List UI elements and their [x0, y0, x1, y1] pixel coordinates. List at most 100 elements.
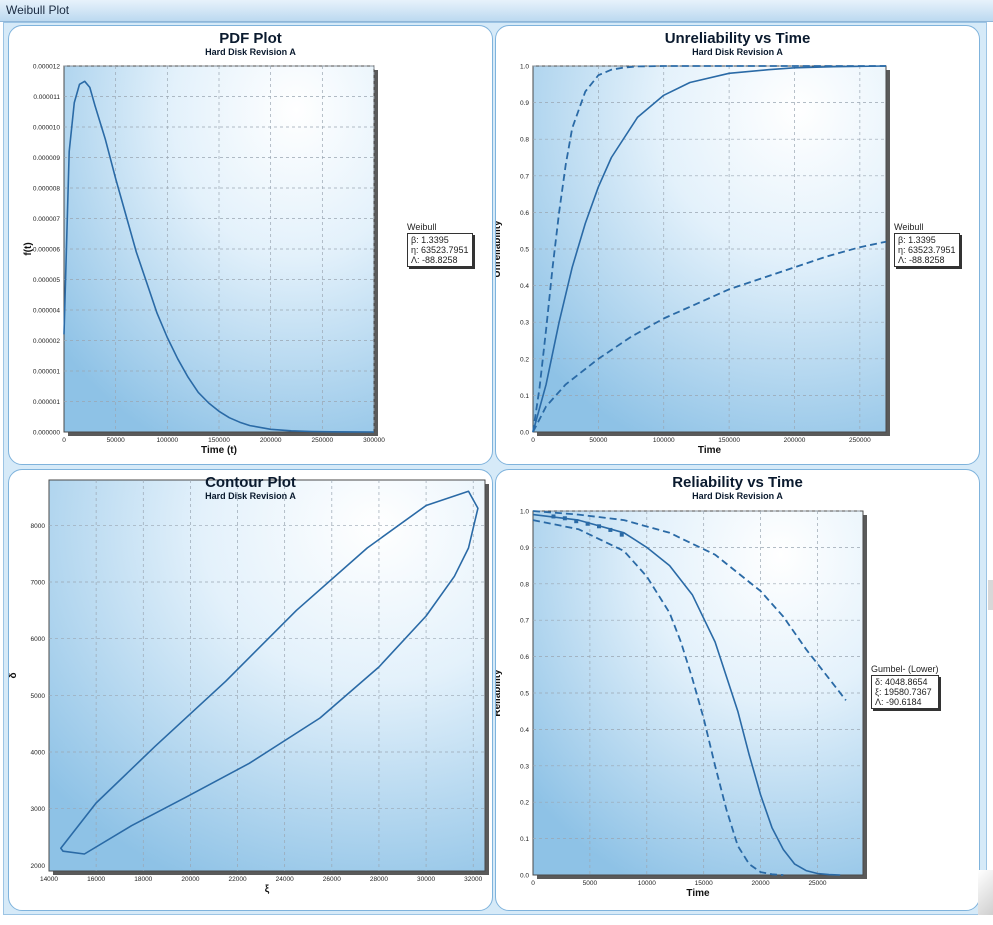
- pdf-y-tick-label: 0.000008: [33, 186, 60, 193]
- contour-x-tick-label: 30000: [417, 876, 435, 883]
- pdf-plot-panel[interactable]: 0 50000 100000 150000 200000 250000 300000 0.00…: [8, 25, 493, 465]
- pdf-y-tick-label: 0.000005: [33, 277, 60, 284]
- reliability-x-tick-label: 0: [531, 880, 535, 887]
- pdf-y-axis-label: f(t): [23, 242, 34, 255]
- pdf-legend-beta: β: 1.3395: [411, 235, 449, 245]
- reliability-x-tick-label: 5000: [583, 880, 598, 887]
- pdf-y-tick-label: 0.000001: [33, 399, 60, 406]
- reliability-plot-subtitle: Hard Disk Revision A: [692, 491, 783, 501]
- contour-y-tick-label: 2000: [31, 863, 46, 870]
- unreliability-legend-header: Weibull: [894, 222, 924, 232]
- reliability-x-tick-label: 25000: [808, 880, 826, 887]
- reliability-legend[interactable]: Gumbel- (Lower) δ: 4048.8654 ξ: 19580.73…: [871, 664, 939, 709]
- reliability-y-tick-label: 0.3: [520, 763, 529, 770]
- pdf-series-0-line: [63, 80, 375, 433]
- pdf-legend-box: β: 1.3395 η: 63523.7951 Λ: -88.8258: [407, 233, 473, 267]
- unreliability-x-axis-label: Time: [698, 445, 722, 456]
- pdf-y-tick-label: 0.000004: [33, 308, 60, 315]
- pdf-x-axis-label: Time (t): [201, 445, 237, 456]
- pdf-plot-chart[interactable]: 0 50000 100000 150000 200000 250000 300000 0.00…: [9, 26, 491, 463]
- unreliability-y-tick-label: 0.2: [520, 356, 529, 363]
- reliability-data-point: [574, 519, 579, 524]
- unreliability-series-1-line: [532, 65, 886, 433]
- reliability-y-tick-label: 0.5: [520, 691, 529, 698]
- reliability-legend-delta: δ: 4048.8654: [875, 677, 928, 687]
- window-title: Weibull Plot: [6, 3, 70, 17]
- pdf-x-tick-label: 300000: [363, 437, 385, 444]
- contour-y-tick-label: 7000: [31, 580, 46, 587]
- pdf-y-tick-label: 0.000012: [33, 64, 60, 71]
- window-title-bar: Weibull Plot: [0, 0, 993, 22]
- contour-y-tick-label: 3000: [31, 806, 46, 813]
- reliability-data-point: [608, 527, 613, 532]
- reliability-data-point: [597, 524, 601, 529]
- pdf-x-tick-label: 150000: [208, 437, 230, 444]
- reliability-y-tick-label: 0.7: [520, 618, 529, 625]
- pdf-plot-subtitle: Hard Disk Revision A: [205, 47, 296, 57]
- unreliability-y-tick-label: 0.3: [520, 320, 529, 327]
- reliability-y-tick-label: 0.8: [520, 581, 529, 588]
- pdf-x-tick-label: 200000: [260, 437, 282, 444]
- contour-x-tick-label: 14000: [40, 876, 58, 883]
- reliability-y-tick-label: 0.1: [520, 836, 529, 843]
- contour-y-axis-label: δ: [9, 672, 19, 678]
- unreliability-legend-box: β: 1.3395 η: 63523.7951 Λ: -88.8258: [894, 233, 960, 267]
- unreliability-y-tick-label: 1.0: [520, 64, 529, 71]
- reliability-y-tick-label: 0.2: [520, 800, 529, 807]
- reliability-y-tick-label: 0.4: [520, 727, 529, 734]
- pdf-y-tick-label: 0.000011: [33, 94, 60, 101]
- unreliability-y-tick-label: 0.0: [520, 430, 529, 437]
- pdf-plot-title: PDF Plot: [219, 30, 282, 47]
- unreliability-x-tick-label: 150000: [718, 437, 740, 444]
- unreliability-plot-panel[interactable]: 0 50000 100000 150000 200000 250000 0.0 0.1 0.2 0…: [495, 25, 980, 465]
- contour-x-tick-label: 26000: [323, 876, 341, 883]
- unreliability-series-0-line: [532, 65, 887, 433]
- unreliability-y-tick-label: 0.8: [520, 137, 529, 144]
- reliability-plot-panel[interactable]: 0 5000 10000 15000 20000 25000 0.0 0.1 0.2 0.3 0.4…: [495, 469, 980, 911]
- contour-y-tick-label: 6000: [31, 636, 46, 643]
- reliability-series-0-line: [532, 513, 841, 876]
- unreliability-legend-beta: β: 1.3395: [898, 235, 936, 245]
- unreliability-y-tick-label: 0.5: [520, 247, 529, 254]
- reliability-data-point: [619, 532, 624, 537]
- contour-x-tick-label: 22000: [229, 876, 247, 883]
- pdf-y-tick-label: 0.000002: [33, 338, 60, 345]
- reliability-x-tick-label: 15000: [695, 880, 713, 887]
- unreliability-y-axis-label: Unreliability: [496, 220, 503, 278]
- pdf-legend-lambda: Λ: -88.8258: [411, 255, 458, 265]
- contour-plot-title: Contour Plot: [205, 474, 296, 491]
- unreliability-x-tick-label: 0: [531, 437, 535, 444]
- unreliability-x-tick-label: 250000: [849, 437, 871, 444]
- contour-series-0-line: [60, 490, 479, 855]
- pdf-y-tick-label: 0.000001: [33, 369, 60, 376]
- pdf-y-tick-label: 0.000006: [33, 247, 60, 254]
- contour-x-tick-label: 28000: [370, 876, 388, 883]
- unreliability-series-2-line: [532, 240, 887, 433]
- pdf-x-tick-label: 50000: [107, 437, 125, 444]
- reliability-legend-xi: ξ: 19580.7367: [875, 687, 932, 697]
- unreliability-legend[interactable]: Weibull β: 1.3395 η: 63523.7951 Λ: -88.8…: [894, 222, 960, 267]
- pdf-legend-header: Weibull: [407, 222, 437, 232]
- contour-plot-chart[interactable]: 14000 16000 18000 20000 22000 24000 26000 28000…: [9, 470, 491, 909]
- reliability-y-tick-label: 1.0: [520, 509, 529, 516]
- contour-plot-background: [48, 479, 486, 872]
- pdf-y-tick-label: 0.000000: [33, 430, 60, 437]
- unreliability-plot-subtitle: Hard Disk Revision A: [692, 47, 783, 57]
- contour-plot-subtitle: Hard Disk Revision A: [205, 491, 296, 501]
- unreliability-legend-eta: η: 63523.7951: [898, 245, 956, 255]
- pdf-x-tick-label: 250000: [311, 437, 333, 444]
- contour-x-tick-label: 32000: [464, 876, 482, 883]
- pdf-y-tick-label: 0.000007: [33, 216, 60, 223]
- contour-x-tick-label: 24000: [276, 876, 294, 883]
- reliability-x-tick-label: 10000: [638, 880, 656, 887]
- pdf-x-tick-label: 0: [62, 437, 66, 444]
- unreliability-y-tick-label: 0.6: [520, 210, 529, 217]
- reliability-y-axis-label: Reliability: [496, 669, 503, 717]
- unreliability-x-tick-label: 100000: [653, 437, 675, 444]
- reliability-plot-chart[interactable]: 0 5000 10000 15000 20000 25000 0.0 0.1 0.2 0.3 0.4…: [496, 470, 978, 909]
- contour-plot-panel[interactable]: 14000 16000 18000 20000 22000 24000 26000 28000…: [8, 469, 493, 911]
- unreliability-plot-chart[interactable]: 0 50000 100000 150000 200000 250000 0.0 0.1 0.2 0…: [496, 26, 978, 463]
- pdf-legend[interactable]: Weibull β: 1.3395 η: 63523.7951 Λ: -88.8…: [407, 222, 473, 267]
- unreliability-x-tick-label: 200000: [784, 437, 806, 444]
- unreliability-y-tick-label: 0.1: [520, 393, 529, 400]
